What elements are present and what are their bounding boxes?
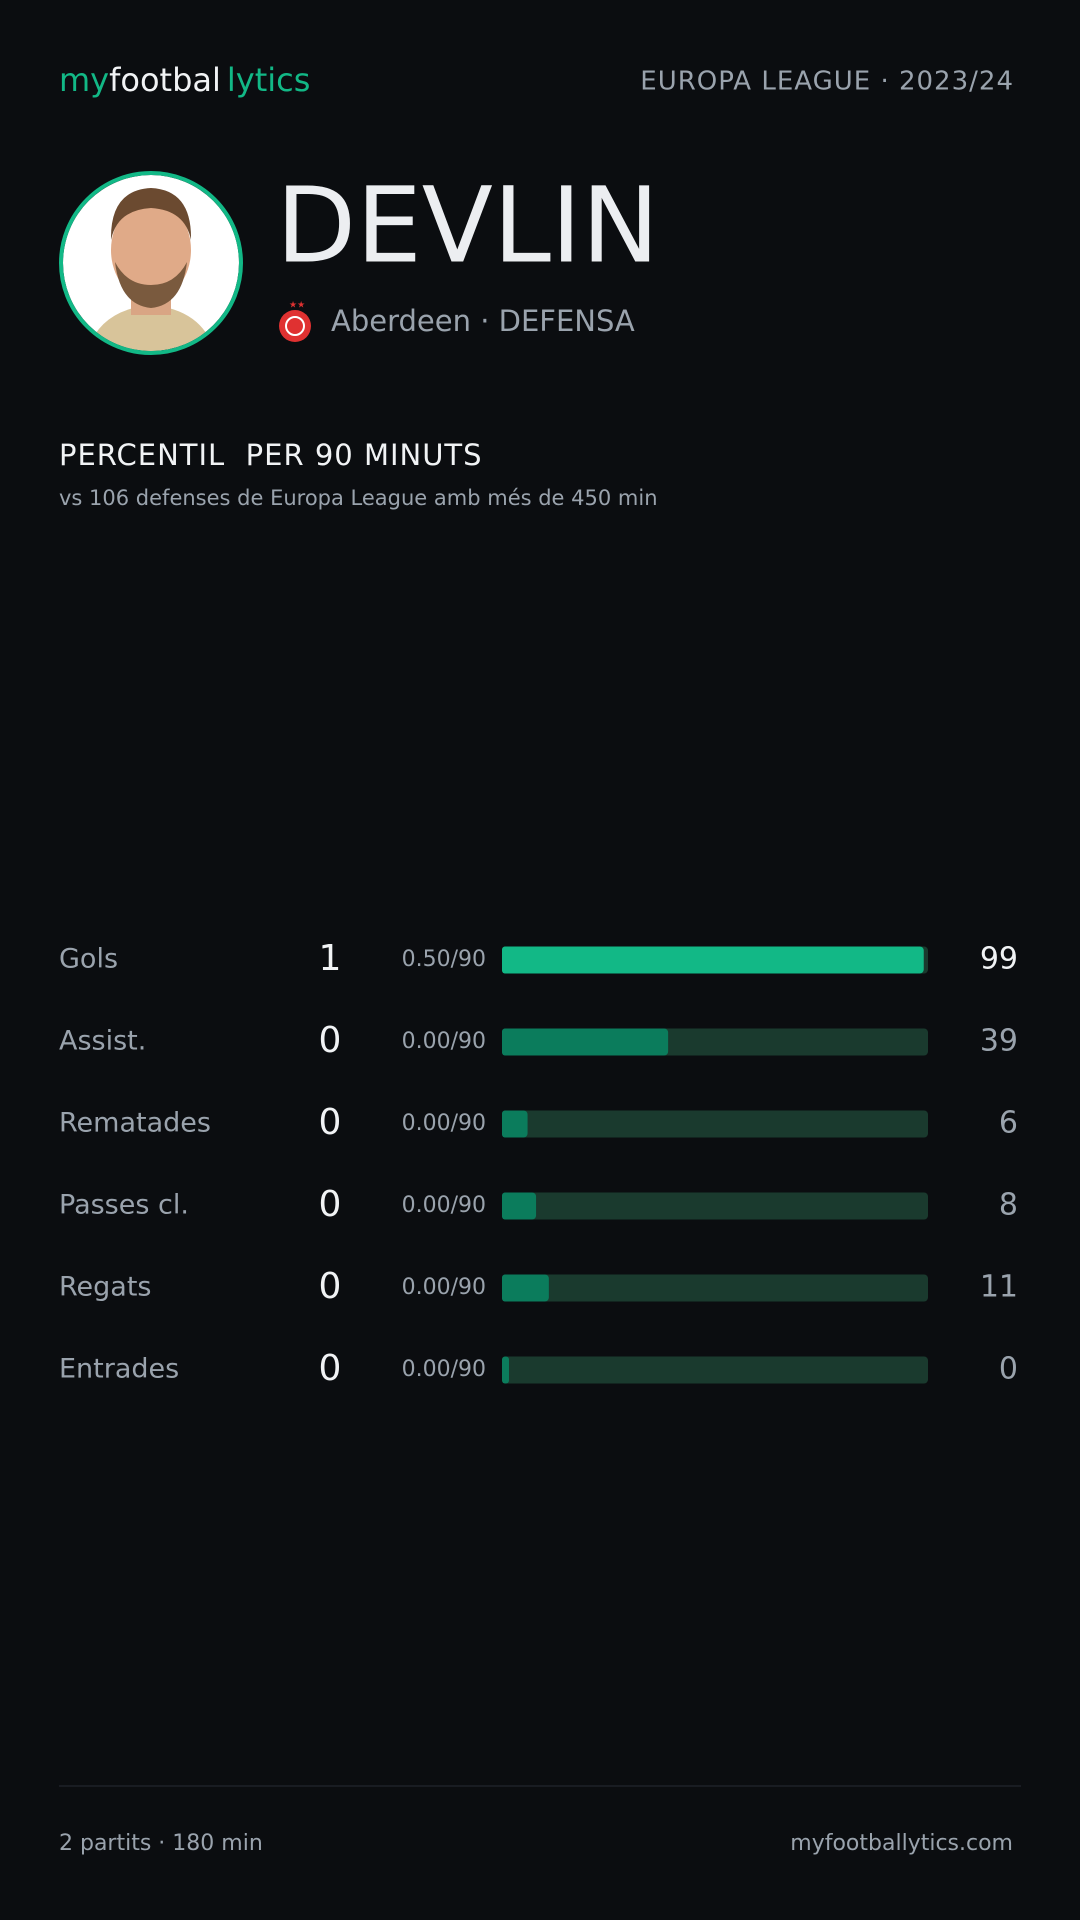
stat-per90: 0.50/90 [402,947,486,972]
logo: myfootbal lytics [59,61,310,99]
stat-per90: 0.00/90 [402,1193,486,1218]
percentile-bar [502,946,924,974]
competition: EUROPA LEAGUE · 2023/24 [640,67,1014,97]
stat-per90: 0.00/90 [402,1275,486,1300]
stat-count: 0 [319,1102,342,1143]
bar-track [502,1110,928,1138]
bar-track [502,1274,928,1302]
footer-site: myfootballytics.com [790,1831,1013,1856]
club-position: Aberdeen · DEFENSA [331,304,635,338]
stat-label: Passes cl. [59,1190,189,1221]
percentile-value: 6 [999,1106,1018,1141]
percentile-value: 8 [999,1188,1018,1223]
stat-rows: Gols 1 0.50/90 99 Assist. 0 0.00/90 39 Rematades… [59,938,1018,1389]
footer-meta: 2 partits · 180 min [59,1831,263,1856]
percentile-value: 0 [999,1352,1018,1387]
stat-label: Regats [59,1272,152,1303]
percentile-value: 99 [980,942,1018,977]
stat-count: 0 [319,1266,342,1307]
percentile-bar [502,1274,549,1302]
bar-track [502,1192,928,1220]
stat-per90: 0.00/90 [402,1029,486,1054]
stat-count: 1 [319,938,342,979]
logo-part: my [59,61,109,99]
stat-count: 0 [319,1184,342,1225]
bar-track [502,1356,928,1384]
percentile-bar [502,1192,537,1220]
club-crest: ★★ [279,301,311,342]
bar-cap [502,1356,509,1384]
percentile-bar [502,1110,528,1138]
section-subtitle: vs 106 defenses de Europa League amb més… [59,486,658,510]
stat-count: 0 [319,1020,342,1061]
svg-text:★★: ★★ [289,301,305,311]
section-title: PERCENTIL PER 90 MINUTS [59,438,483,472]
logo-part: footbal [109,61,221,99]
stat-per90: 0.00/90 [402,1111,486,1136]
stat-label: Assist. [59,1026,146,1057]
stat-label: Gols [59,944,118,975]
percentile-value: 39 [980,1024,1018,1059]
stat-label: Entrades [59,1354,179,1385]
avatar [59,171,243,355]
stat-count: 0 [319,1348,342,1389]
player-name: DEVLIN [276,164,659,286]
stat-label: Rematades [59,1108,211,1139]
percentile-value: 11 [980,1270,1018,1305]
percentile-bar [502,1028,669,1056]
stat-per90: 0.00/90 [402,1357,486,1382]
logo-part: lytics [227,61,311,99]
